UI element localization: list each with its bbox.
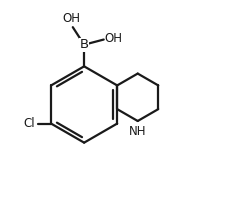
Text: NH: NH — [128, 125, 146, 138]
Text: B: B — [79, 38, 88, 51]
Text: OH: OH — [63, 12, 80, 25]
Text: OH: OH — [104, 32, 122, 45]
Text: Cl: Cl — [23, 117, 35, 130]
